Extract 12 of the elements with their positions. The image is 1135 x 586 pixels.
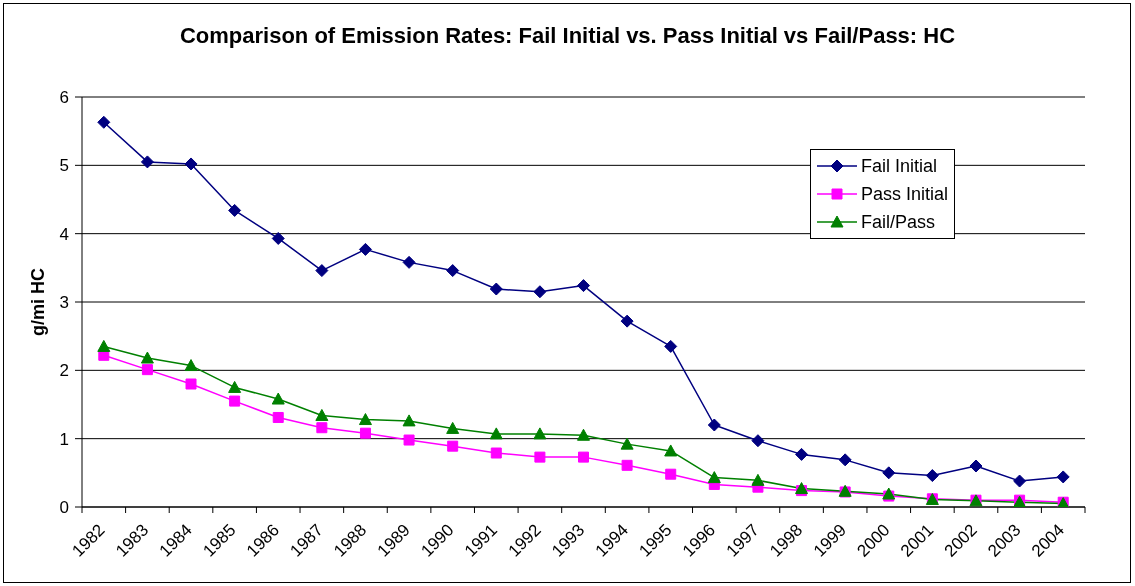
legend-label: Fail/Pass: [860, 211, 935, 233]
legend-label: Pass Initial: [860, 183, 948, 205]
y-tick-label: 6: [59, 88, 69, 108]
y-tick-label: 0: [59, 498, 69, 518]
y-tick-label: 1: [59, 429, 69, 449]
y-tick-label: 3: [59, 293, 69, 313]
y-tick-label: 2: [59, 361, 69, 381]
y-tick-label: 4: [59, 224, 69, 244]
y-tick-label: 5: [59, 156, 69, 176]
y-axis-title: g/mi HC: [28, 267, 49, 337]
chart-title: Comparison of Emission Rates: Fail Initial vs. Pass Initial vs Fail/Pass: HC: [178, 23, 957, 49]
legend-label: Fail Initial: [860, 155, 937, 177]
